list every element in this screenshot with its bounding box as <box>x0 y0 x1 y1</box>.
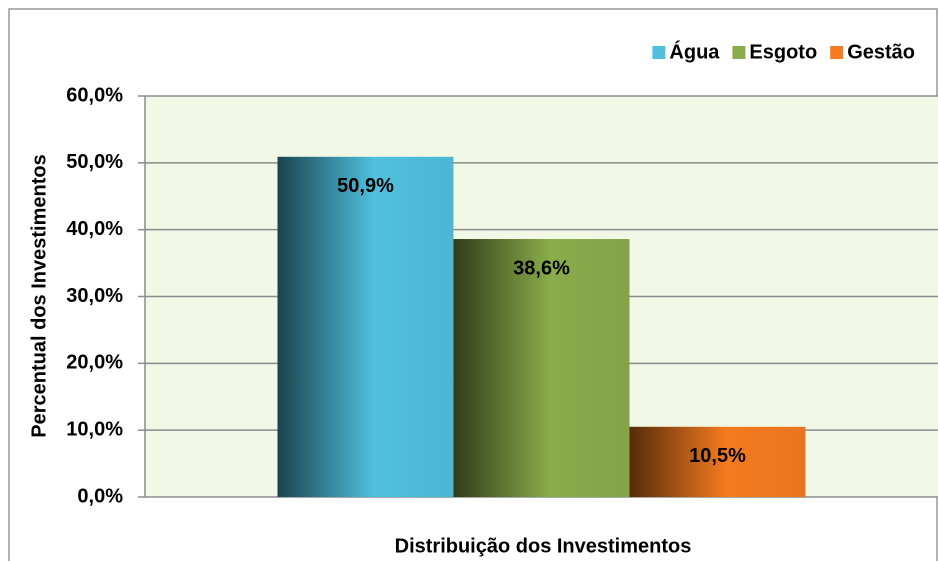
legend-label: Gestão <box>847 41 915 63</box>
bar-shade <box>629 426 806 497</box>
legend-label: Esgoto <box>749 41 817 63</box>
y-tick-label: 10,0% <box>66 418 123 440</box>
x-axis-label: Distribuição dos Investimentos <box>395 535 692 557</box>
y-tick-label: 30,0% <box>66 285 123 307</box>
y-tick-label: 20,0% <box>66 352 123 374</box>
y-tick-label: 60,0% <box>66 84 123 106</box>
y-axis-label: Percentual dos Investimentos <box>28 154 50 437</box>
bar-shade <box>453 239 630 498</box>
legend-swatch <box>652 46 666 59</box>
value-label: 10,5% <box>689 445 746 467</box>
y-tick-label: 0,0% <box>77 485 123 507</box>
y-tick-label: 40,0% <box>66 218 123 240</box>
legend-swatch <box>732 46 746 59</box>
legend-label: Água <box>669 40 720 63</box>
value-label: 38,6% <box>513 257 570 279</box>
y-tick-label: 50,0% <box>66 151 123 173</box>
legend-swatch <box>830 46 844 59</box>
bar-shade <box>277 156 454 497</box>
value-label: 50,9% <box>337 175 394 197</box>
